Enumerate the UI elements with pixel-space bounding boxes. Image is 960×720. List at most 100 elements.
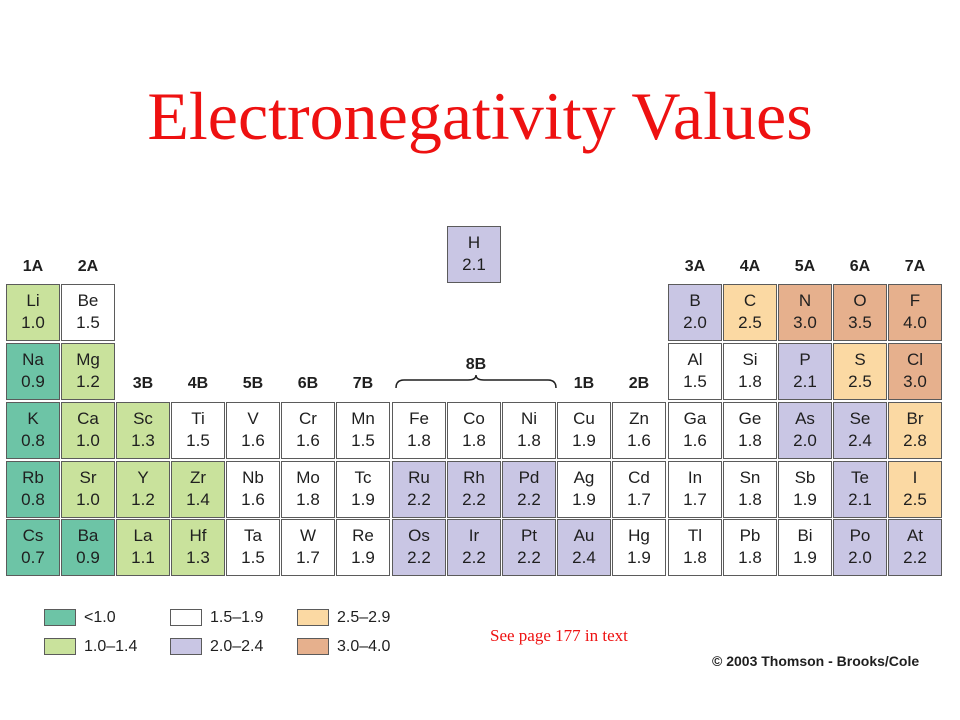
element-value: 1.9 [627, 548, 651, 567]
element-cell-al: Al 1.5 [668, 343, 722, 400]
group-label-5b: 5B [242, 375, 264, 392]
element-symbol: Y [137, 468, 149, 487]
element-cell-be: Be 1.5 [61, 284, 115, 341]
element-symbol: K [27, 409, 39, 428]
element-cell-v: V 1.6 [226, 402, 280, 459]
legend-swatch [44, 609, 76, 626]
element-cell-f: F 4.0 [888, 284, 942, 341]
element-symbol: Bi [797, 526, 813, 545]
element-symbol: Cl [906, 350, 924, 369]
element-cell-la: La 1.1 [116, 519, 170, 576]
element-value: 1.3 [131, 431, 155, 450]
element-value: 0.8 [21, 431, 45, 450]
element-value: 1.9 [351, 490, 375, 509]
element-value: 2.2 [517, 548, 541, 567]
element-cell-tl: Tl 1.8 [668, 519, 722, 576]
legend-swatch [297, 609, 329, 626]
group-label-7a: 7A [904, 258, 926, 275]
element-cell-li: Li 1.0 [6, 284, 60, 341]
element-value: 1.9 [793, 548, 817, 567]
element-value: 2.5 [848, 372, 872, 391]
element-cell-s: S 2.5 [833, 343, 887, 400]
element-value: 3.5 [848, 313, 872, 332]
element-symbol: Ga [683, 409, 707, 428]
element-symbol: Tl [687, 526, 703, 545]
element-value: 1.6 [296, 431, 320, 450]
element-symbol: Ti [191, 409, 205, 428]
element-value: 2.0 [848, 548, 872, 567]
group-label-5a: 5A [794, 258, 816, 275]
element-cell-nb: Nb 1.6 [226, 461, 280, 518]
element-value: 4.0 [903, 313, 927, 332]
element-value: 1.7 [683, 490, 707, 509]
element-cell-n: N 3.0 [778, 284, 832, 341]
element-cell-ge: Ge 1.8 [723, 402, 777, 459]
element-symbol: Cs [22, 526, 44, 545]
element-cell-cs: Cs 0.7 [6, 519, 60, 576]
element-value: 1.9 [351, 548, 375, 567]
element-cell-te: Te 2.1 [833, 461, 887, 518]
element-symbol: Os [408, 526, 430, 545]
element-cell-sn: Sn 1.8 [723, 461, 777, 518]
element-cell-cd: Cd 1.7 [612, 461, 666, 518]
element-cell-hg: Hg 1.9 [612, 519, 666, 576]
element-symbol: Sb [794, 468, 816, 487]
element-symbol: N [798, 291, 812, 310]
element-symbol: W [299, 526, 317, 545]
group-label-3b: 3B [132, 375, 154, 392]
element-cell-pt: Pt 2.2 [502, 519, 556, 576]
element-cell-bi: Bi 1.9 [778, 519, 832, 576]
element-cell-in: In 1.7 [668, 461, 722, 518]
group-label-7b: 7B [352, 375, 374, 392]
group-label-4b: 4B [187, 375, 209, 392]
element-cell-cl: Cl 3.0 [888, 343, 942, 400]
slide-title: Electronegativity Values [147, 78, 813, 154]
legend-swatch [44, 638, 76, 655]
element-value: 1.8 [517, 431, 541, 450]
element-value: 1.8 [738, 490, 762, 509]
element-cell-b: B 2.0 [668, 284, 722, 341]
element-value: 1.6 [241, 431, 265, 450]
element-value: 1.8 [407, 431, 431, 450]
element-value: 1.6 [683, 431, 707, 450]
element-cell-i: I 2.5 [888, 461, 942, 518]
element-cell-w: W 1.7 [281, 519, 335, 576]
element-value: 2.2 [462, 548, 486, 567]
element-value: 2.5 [903, 490, 927, 509]
element-value: 1.8 [296, 490, 320, 509]
element-value: 1.8 [738, 431, 762, 450]
element-cell-mg: Mg 1.2 [61, 343, 115, 400]
element-value: 2.1 [462, 255, 486, 274]
group-label-6b: 6B [297, 375, 319, 392]
element-value: 3.0 [903, 372, 927, 391]
element-symbol: Fe [409, 409, 429, 428]
legend-label: 1.5–1.9 [210, 609, 264, 626]
element-value: 2.1 [848, 490, 872, 509]
group-label-1b: 1B [573, 375, 595, 392]
legend-label: <1.0 [84, 609, 116, 626]
element-symbol: H [467, 233, 481, 252]
element-cell-tc: Tc 1.9 [336, 461, 390, 518]
element-value: 1.9 [572, 490, 596, 509]
element-symbol: Mn [351, 409, 375, 428]
element-symbol: Mg [76, 350, 100, 369]
element-cell-rh: Rh 2.2 [447, 461, 501, 518]
legend-label: 2.5–2.9 [337, 609, 391, 626]
element-symbol: I [912, 468, 918, 487]
element-symbol: Ir [468, 526, 480, 545]
element-symbol: Po [849, 526, 871, 545]
element-symbol: F [909, 291, 921, 310]
element-cell-c: C 2.5 [723, 284, 777, 341]
element-value: 2.5 [738, 313, 762, 332]
element-symbol: Zr [189, 468, 207, 487]
element-symbol: Zn [629, 409, 649, 428]
element-symbol: Cu [573, 409, 595, 428]
element-value: 1.7 [296, 548, 320, 567]
element-cell-ta: Ta 1.5 [226, 519, 280, 576]
element-symbol: B [689, 291, 701, 310]
element-value: 1.5 [241, 548, 265, 567]
element-cell-se: Se 2.4 [833, 402, 887, 459]
element-cell-cu: Cu 1.9 [557, 402, 611, 459]
group-label-6a: 6A [849, 258, 871, 275]
element-value: 1.9 [793, 490, 817, 509]
